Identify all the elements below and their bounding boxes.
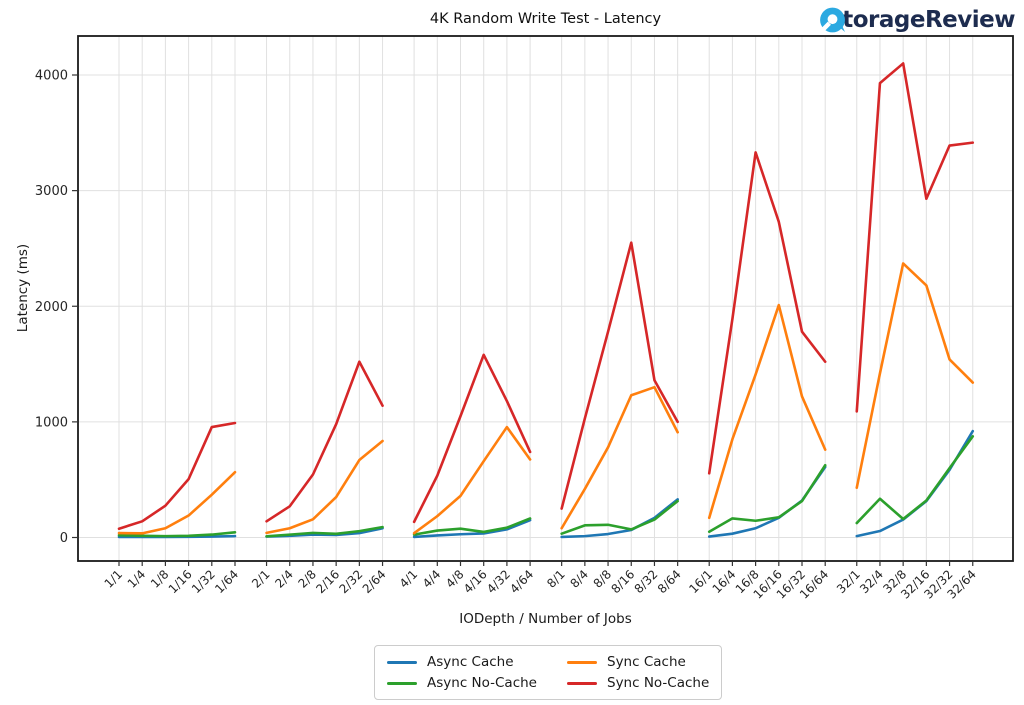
x-tick-label: 1/32 — [189, 567, 218, 596]
series-line-sync-cache — [855, 262, 975, 490]
y-axis-label: Latency (ms) — [15, 243, 31, 333]
series-line-async-cache — [707, 465, 827, 538]
series-line-sync-no-cache — [412, 353, 532, 524]
x-tick-label: 1/64 — [212, 567, 241, 596]
y-tick-label: 2000 — [35, 300, 68, 315]
x-tick-label: 8/4 — [567, 567, 591, 591]
legend-item-async-cache: Async Cache — [387, 654, 537, 670]
series-line-sync-cache — [117, 470, 237, 535]
x-tick-label: 4/16 — [461, 567, 490, 596]
series-line-async-no-cache — [560, 499, 679, 535]
x-tick-label: 1/16 — [166, 567, 195, 596]
series-line-async-no-cache — [117, 530, 237, 538]
x-tick-label: 16/1 — [686, 567, 715, 596]
series-line-sync-cache — [707, 303, 827, 520]
series-line-sync-no-cache — [265, 360, 384, 523]
legend-swatch-sync-no-cache — [567, 681, 597, 685]
x-tick-label: 8/1 — [544, 567, 568, 591]
y-tick-label: 3000 — [35, 184, 68, 199]
series-line-sync-cache — [412, 425, 532, 535]
chart-legend: Async Cache Async No-Cache Sync Cache Sy… — [374, 645, 723, 700]
storagereview-wordmark: StorageReview — [826, 7, 1015, 33]
legend-swatch-async-no-cache — [387, 681, 417, 685]
x-tick-label: 4/32 — [484, 567, 513, 596]
legend-item-async-no-cache: Async No-Cache — [387, 675, 537, 691]
x-tick-label: 2/16 — [313, 567, 342, 596]
legend-label-async-no-cache: Async No-Cache — [427, 675, 537, 691]
x-axis-label: IODepth / Number of Jobs — [459, 611, 632, 627]
x-tick-label: 16/4 — [710, 567, 739, 596]
chart-title: 4K Random Write Test - Latency — [429, 11, 662, 27]
x-tick-label: 1/1 — [102, 567, 126, 591]
legend-label-sync-no-cache: Sync No-Cache — [607, 675, 710, 691]
series-line-sync-no-cache — [707, 151, 827, 475]
legend-item-sync-no-cache: Sync No-Cache — [567, 675, 709, 691]
series-line-sync-no-cache — [560, 241, 679, 510]
series-line-sync-cache — [265, 439, 384, 535]
series-line-async-cache — [412, 518, 532, 539]
series-line-sync-no-cache — [855, 62, 975, 413]
legend-label-sync-cache: Sync Cache — [607, 654, 686, 670]
series-line-async-no-cache — [412, 517, 532, 536]
x-tick-label: 2/32 — [337, 567, 366, 596]
series-line-async-no-cache — [855, 435, 975, 525]
storagereview-logo: StorageReview — [819, 7, 1015, 33]
x-tick-label: 4/4 — [420, 567, 444, 591]
x-tick-label: 2/64 — [360, 567, 389, 596]
x-tick-label: 4/64 — [507, 567, 536, 596]
x-tick-label: 8/16 — [608, 567, 637, 596]
series-line-async-no-cache — [707, 463, 827, 534]
x-tick-label: 32/1 — [834, 567, 863, 596]
x-tick-label: 32/4 — [857, 567, 886, 596]
series-line-sync-cache — [560, 385, 679, 530]
y-tick-label: 0 — [60, 531, 68, 546]
series-line-async-cache — [855, 429, 975, 538]
legend-label-async-cache: Async Cache — [427, 654, 514, 670]
x-tick-label: 4/1 — [397, 567, 421, 591]
legend-swatch-async-cache — [387, 660, 417, 664]
x-tick-label: 2/1 — [249, 567, 273, 591]
series-line-async-cache — [560, 498, 679, 539]
y-tick-label: 1000 — [35, 415, 68, 430]
y-tick-label: 4000 — [35, 69, 68, 84]
series-line-sync-no-cache — [117, 421, 237, 531]
x-tick-label: 8/64 — [655, 567, 684, 596]
x-tick-label: 2/4 — [272, 567, 296, 591]
legend-swatch-sync-cache — [567, 660, 597, 664]
x-tick-label: 1/4 — [125, 567, 149, 591]
plot-border — [77, 35, 1014, 562]
series-line-async-no-cache — [265, 525, 384, 538]
legend-item-sync-cache: Sync Cache — [567, 654, 709, 670]
x-tick-label: 8/32 — [632, 567, 661, 596]
